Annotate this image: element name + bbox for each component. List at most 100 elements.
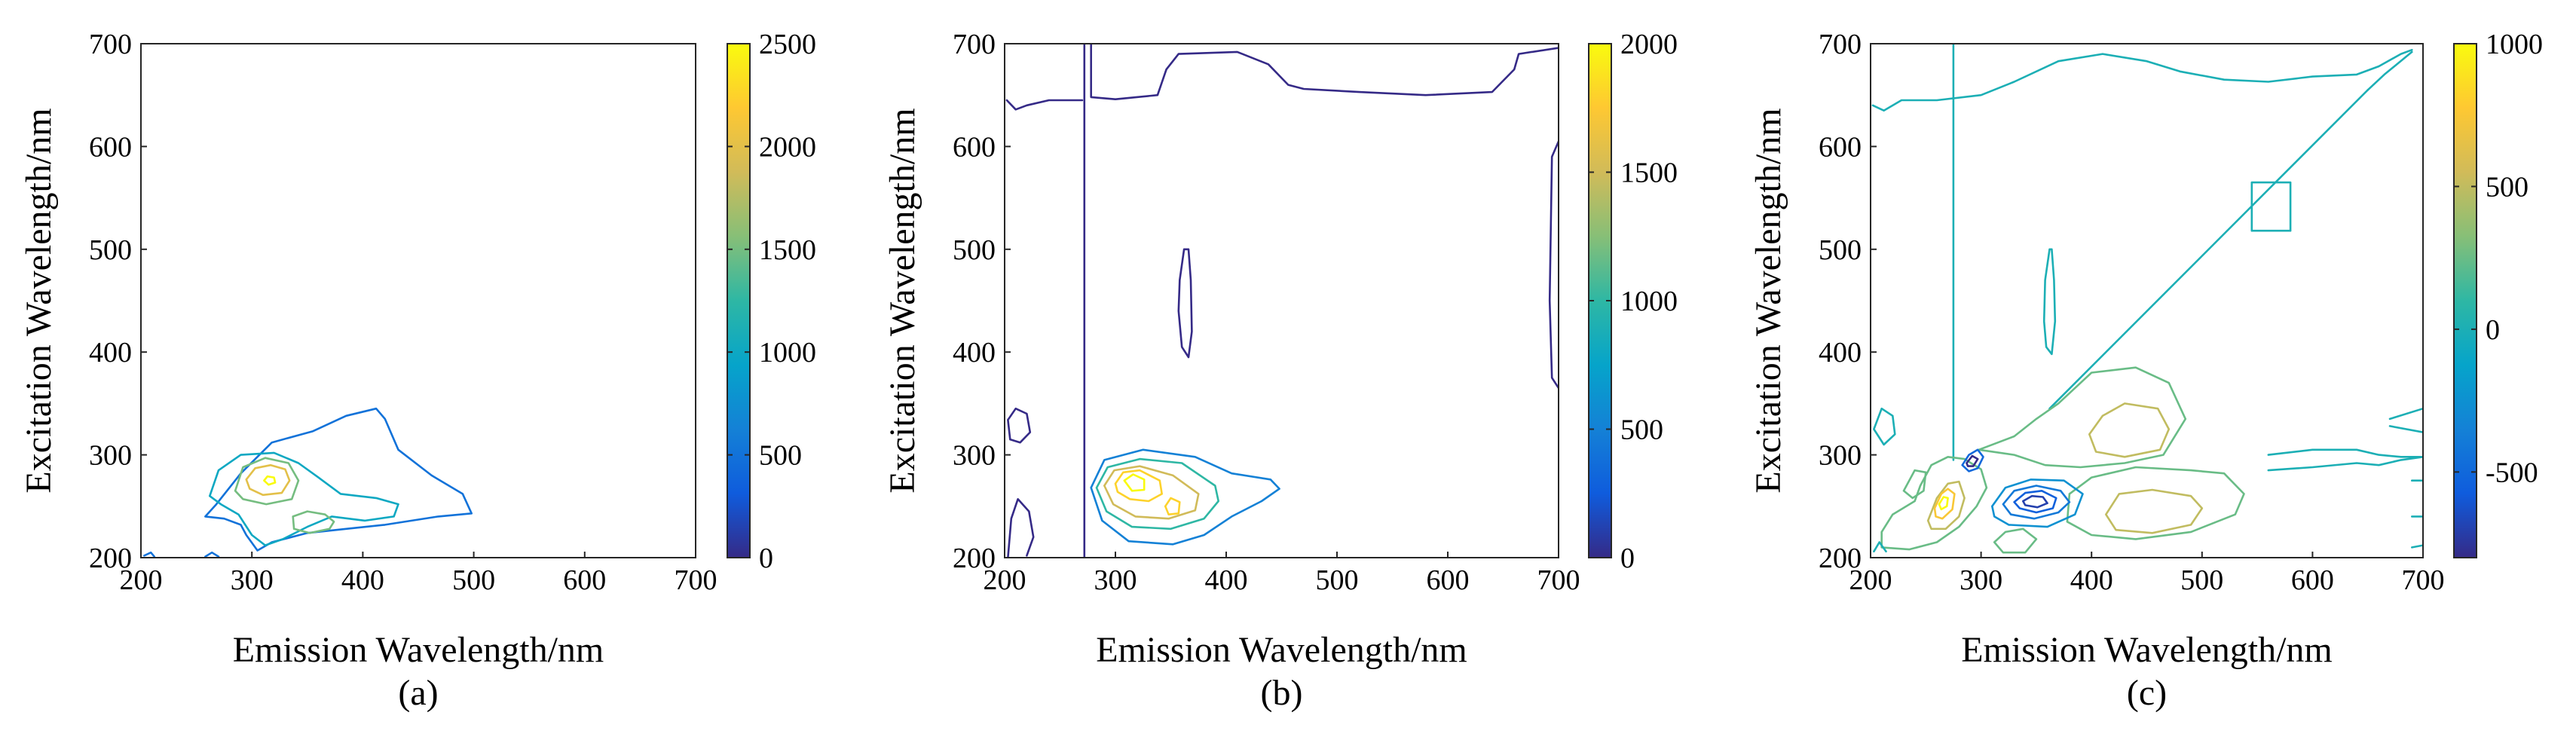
panel-a: 200 300 400 500 600 700 200 300 400 500 600 700 Em… [19, 29, 816, 713]
colorbar-tick-label: 500 [1620, 414, 1663, 446]
contour-line-6 [1873, 407, 1896, 446]
y-tick-label: 500 [1819, 234, 1862, 266]
panel-c: 200 300 400 500 600 700 200 300 400 500 600 700 Em… [1748, 29, 2543, 713]
y-tick-label: 200 [89, 543, 132, 574]
y-ticks: 200 300 400 500 600 700 [89, 29, 147, 574]
colorbar-tick-label: 500 [2486, 171, 2529, 203]
colorbar-tick-label: 0 [759, 543, 773, 574]
contour-line-3 [1548, 140, 1559, 390]
y-tick-label: 300 [953, 440, 996, 472]
colorbar-tick-label: 2000 [759, 131, 816, 163]
contour-line-12 [1123, 473, 1146, 492]
y-tick-label: 300 [1819, 440, 1862, 472]
x-tick-label: 700 [1537, 564, 1580, 596]
contour-line-25 [2022, 494, 2048, 509]
contour-line-7 [1090, 448, 1280, 546]
contour-line-3 [234, 457, 300, 506]
y-tick-label: 300 [89, 440, 132, 472]
y-tick-label: 200 [1819, 543, 1862, 574]
colorbar-tick-label: 1000 [2486, 29, 2543, 60]
contour-line-9 [2267, 456, 2423, 472]
y-tick-label: 500 [89, 234, 132, 266]
colorbar-tick-label: 1500 [1620, 157, 1678, 189]
y-tick-label: 600 [953, 131, 996, 163]
contour-line-16 [2105, 488, 2204, 534]
x-ticks: 200 300 400 500 600 700 [984, 552, 1580, 596]
contour-line-8 [2388, 425, 2423, 433]
panel-label: (a) [398, 673, 438, 713]
contour-line-27 [1966, 454, 1979, 467]
contour-line-6 [1007, 498, 1035, 558]
contour-line-10 [1114, 469, 1163, 503]
colorbar-tick-label: 2500 [759, 29, 816, 60]
contour-line-30 [2411, 544, 2423, 549]
contour-line-4 [2366, 50, 2413, 91]
plot-frame [1870, 43, 2424, 558]
y-tick-label: 600 [89, 131, 132, 163]
x-axis-label: Emission Wavelength/nm [1096, 630, 1467, 670]
contour-line-21 [1902, 469, 1927, 500]
colorbar-tick-label: 500 [759, 440, 802, 472]
colorbar-tick-label: 1500 [759, 234, 816, 266]
contour-line-11 [1164, 497, 1181, 515]
contour-line-13 [1978, 366, 2187, 469]
x-tick-label: 600 [1427, 564, 1470, 596]
contour-line-2 [1090, 44, 1559, 100]
y-axis-label: Excitation Wavelength/nm [1748, 108, 1788, 493]
contour-line-29 [1873, 541, 1887, 553]
y-tick-label: 400 [89, 337, 132, 368]
colorbar: 0 500 1000 1500 2000 [1588, 29, 1678, 574]
panel-label: (c) [2127, 673, 2167, 713]
x-tick-label: 700 [2402, 564, 2445, 596]
x-tick-label: 400 [1205, 564, 1248, 596]
contour-line-28 [1993, 528, 2038, 554]
x-tick-label: 200 [984, 564, 1026, 596]
colorbar: 0 500 1000 1500 2000 2500 [727, 29, 816, 574]
x-tick-label: 300 [1094, 564, 1137, 596]
x-tick-label: 400 [341, 564, 384, 596]
contour-line-2 [2042, 248, 2057, 356]
y-axis-label: Excitation Wavelength/nm [19, 108, 59, 493]
contour-line-24 [2013, 490, 2057, 514]
y-tick-label: 600 [1819, 131, 1862, 163]
y-tick-label: 200 [953, 543, 996, 574]
x-tick-label: 500 [2180, 564, 2223, 596]
x-tick-label: 600 [563, 564, 606, 596]
colorbar-tick-label: -500 [2486, 457, 2538, 488]
contour-line-23 [2002, 485, 2071, 520]
y-tick-label: 500 [953, 234, 996, 266]
contour-line-14 [2088, 402, 2171, 458]
y-tick-label: 400 [1819, 337, 1862, 368]
x-tick-label: 300 [1960, 564, 2002, 596]
contour-line-6 [143, 551, 155, 558]
x-ticks: 200 300 400 500 600 700 [120, 552, 717, 596]
contour-line-0 [204, 407, 473, 552]
x-tick-label: 200 [1849, 564, 1892, 596]
x-tick-label: 600 [2291, 564, 2334, 596]
contour-line-4 [245, 463, 291, 497]
x-tick-label: 500 [452, 564, 495, 596]
contour-line-7 [2388, 407, 2423, 420]
contour-line-19 [1933, 488, 1956, 520]
contour-line-0 [1005, 99, 1084, 111]
contour-line-5 [1007, 407, 1032, 444]
contour-lines [143, 407, 473, 558]
y-tick-label: 700 [953, 29, 996, 60]
y-ticks: 200 300 400 500 600 700 [953, 29, 1011, 574]
x-tick-label: 200 [120, 564, 163, 596]
x-tick-label: 400 [2070, 564, 2113, 596]
x-axis-label: Emission Wavelength/nm [1961, 630, 2333, 670]
colorbar-tick-label: 1000 [1620, 286, 1678, 317]
colorbar-tick-label: 2000 [1620, 29, 1678, 60]
contour-lines [1005, 44, 1559, 558]
y-ticks: 200 300 400 500 600 700 [1819, 29, 1877, 574]
contour-line-5 [2250, 181, 2292, 232]
contour-line-2 [292, 510, 335, 534]
x-tick-label: 700 [675, 564, 717, 596]
contour-line-9 [1103, 465, 1200, 520]
panel-b: 200 300 400 500 600 700 200 300 400 500 600 700 Em… [883, 29, 1678, 713]
contour-line-15 [2066, 466, 2245, 540]
contour-line-0 [1871, 48, 2413, 112]
contour-line-3 [2048, 89, 2369, 410]
